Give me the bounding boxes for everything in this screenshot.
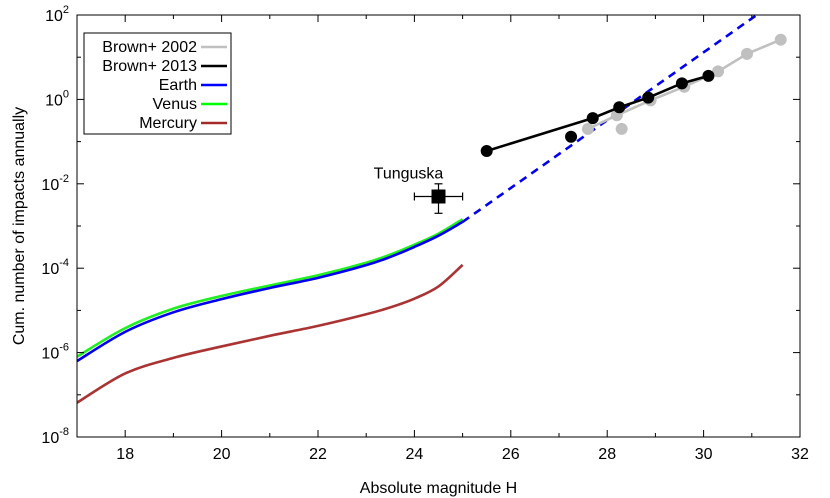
x-tick-label: 32: [791, 446, 809, 463]
brown-2013-point: [675, 77, 688, 90]
brown-2013-point: [565, 130, 578, 143]
y-tick-label: 100: [45, 88, 69, 109]
y-tick-label: 10-4: [41, 257, 69, 278]
venus-series-line: [77, 218, 464, 358]
brown-2002-point: [740, 47, 753, 60]
brown-2013-point: [613, 101, 626, 114]
x-tick-label: 20: [213, 446, 231, 463]
legend-label: Brown+ 2013: [102, 58, 197, 75]
brown-2002-point: [581, 122, 594, 135]
x-tick-label: 22: [309, 446, 327, 463]
brown-2013-point: [586, 112, 599, 125]
legend: Brown+ 2002 Brown+ 2013 Earth Venus Mercury: [83, 32, 232, 135]
y-tick-label: 10-2: [41, 173, 69, 194]
brown-2002-point: [712, 65, 725, 78]
axes-layer: 18 20 22 24 26 28 30 32 10-8 10-6 10-4 10-2 100 102: [41, 4, 809, 463]
brown-2002-point: [774, 33, 787, 46]
legend-label: Brown+ 2002: [102, 39, 197, 56]
y-tick-label: 10-8: [41, 426, 69, 447]
legend-box: [83, 32, 232, 135]
x-tick-label: 26: [502, 446, 520, 463]
x-tick-label: 18: [116, 446, 134, 463]
x-tick-label: 24: [406, 446, 424, 463]
mercury-series-line: [77, 263, 464, 404]
data-layer: [77, 15, 787, 404]
y-tick-label: 102: [45, 4, 69, 25]
legend-label: Mercury: [139, 115, 197, 132]
brown-2013-series-line: [486, 74, 709, 153]
x-axis-label: Absolute magnitude H: [360, 480, 517, 497]
brown-2013-point: [480, 144, 493, 157]
x-tick-label: 28: [598, 446, 616, 463]
brown-2013-point: [702, 69, 715, 82]
tunguska-label: Tunguska: [374, 166, 444, 183]
legend-label: Venus: [153, 96, 197, 113]
legend-label: Earth: [159, 77, 197, 94]
y-axis-label: Cum. number of impacts annually: [11, 107, 28, 345]
annotation-layer: Tunguska: [374, 166, 464, 214]
y-tick-label: 10-6: [41, 342, 69, 363]
tunguska-marker: [431, 189, 446, 204]
earth-series-line: [77, 220, 464, 363]
brown-2002-point: [615, 122, 628, 135]
x-tick-label: 30: [695, 446, 713, 463]
brown-2013-point: [642, 91, 655, 104]
